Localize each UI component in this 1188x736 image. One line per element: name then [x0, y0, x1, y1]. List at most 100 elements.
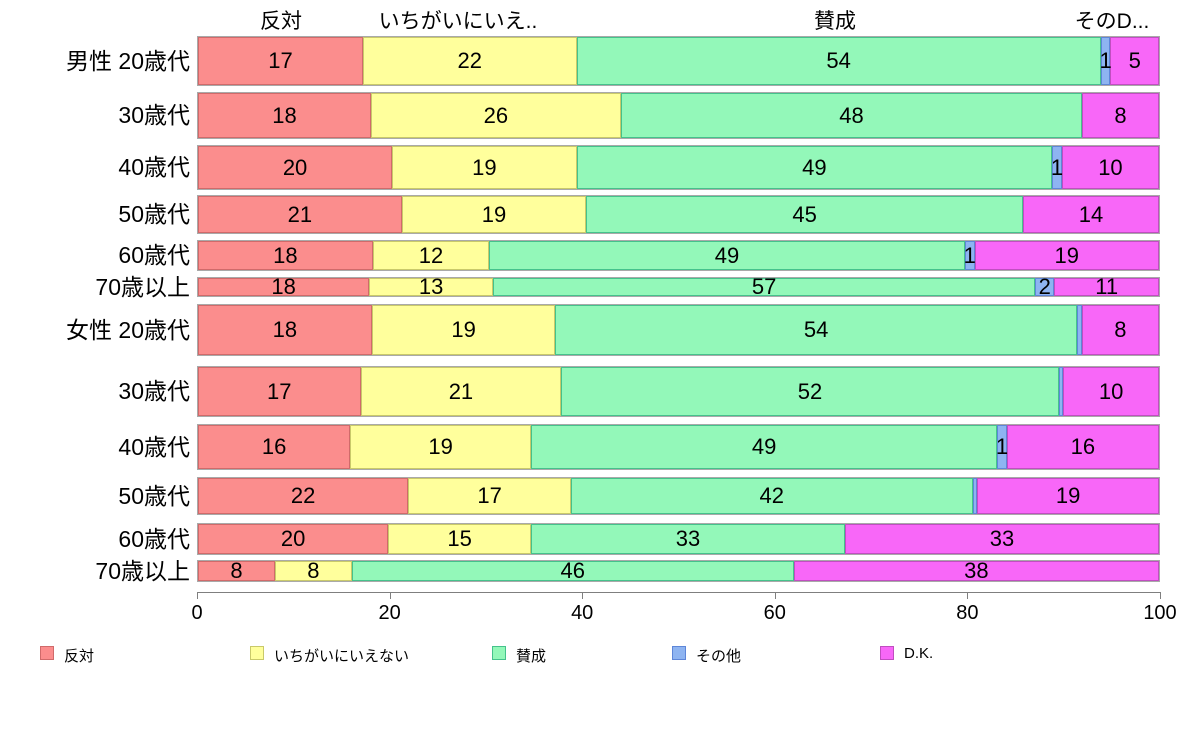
bar-value-label: 49 [802, 154, 827, 180]
bar-row-2: 20 19 49 1 10 [197, 145, 1160, 190]
bar-value-label: 17 [267, 378, 292, 404]
bar-segment-sansei: 33 [531, 524, 845, 554]
x-axis-line [197, 592, 1160, 593]
bar-segment-hantai: 18 [198, 93, 371, 138]
legend-swatch-sansei [492, 646, 506, 660]
bar-value-label: 19 [1055, 483, 1081, 508]
bar-row-8: 16 19 49 1 16 [197, 424, 1160, 470]
x-axis-tick-label: 60 [763, 602, 786, 624]
legend-label-sonota: その他 [696, 648, 742, 665]
row-label: 30歳代 [118, 102, 190, 128]
x-axis-tick-label: 40 [571, 602, 594, 624]
bar-segment-ichigai: 19 [371, 305, 556, 355]
bar-value-label: 1 [995, 434, 1009, 459]
bar-value-label: 18 [272, 102, 297, 128]
bar-value-label: 18 [273, 242, 298, 268]
bar-segment-hantai: 20 [198, 146, 393, 189]
bar-value-label: 17 [268, 48, 293, 73]
bar-value-label: 49 [714, 242, 740, 268]
bar-segment-ichigai: 19 [392, 146, 577, 189]
bar-value-label: 42 [759, 483, 784, 508]
bar-value-label: 33 [989, 526, 1015, 551]
bar-segment-sansei: 48 [620, 93, 1083, 138]
x-axis-tick [967, 592, 969, 599]
bar-value-label: 12 [418, 242, 444, 268]
row-label: 50歳代 [118, 201, 190, 227]
bar-value-label: 1 [963, 242, 976, 268]
bar-segment-sonota [1058, 367, 1064, 416]
bar-segment-sonota: 1 [1099, 37, 1112, 85]
bar-segment-ichigai: 22 [363, 37, 577, 85]
bar-value-label: 19 [472, 154, 497, 180]
bar-segment-sansei: 49 [531, 425, 998, 469]
row-label: 40歳代 [118, 434, 190, 460]
bar-segment-dk: 19 [974, 241, 1159, 270]
column-header-1: いちがいにいえ.. [378, 10, 538, 33]
x-axis-tick [1160, 592, 1161, 599]
bar-value-label: 20 [282, 154, 308, 180]
bar-segment-hantai: 17 [198, 367, 361, 416]
legend-label-sansei: 賛成 [516, 648, 547, 665]
row-label: 60歳代 [118, 526, 190, 552]
bar-value-label: 45 [792, 201, 817, 227]
bar-segment-hantai: 18 [198, 274, 370, 299]
legend-swatch-hantai [40, 646, 54, 660]
bar-segment-hantai: 20 [198, 524, 389, 554]
row-label: 女性 20歳代 [66, 317, 190, 343]
bar-row-5: 18 13 57 2 11 [197, 274, 1160, 299]
bar-segment-ichigai: 12 [372, 241, 490, 270]
bar-segment-sonota [972, 478, 978, 514]
bar-value-label: 1 [1050, 154, 1064, 180]
bar-value-label: 14 [1078, 201, 1104, 227]
bar-segment-ichigai: 8 [274, 558, 352, 583]
bar-value-label: 33 [675, 526, 701, 551]
bar-row-9: 22 17 42 19 [197, 477, 1160, 515]
x-axis-tick [582, 592, 584, 599]
bar-segment-hantai: 22 [198, 478, 409, 514]
bar-segment-dk: 8 [1082, 93, 1159, 138]
bar-segment-sansei: 54 [576, 37, 1101, 85]
bar-value-label: 5 [1128, 48, 1141, 73]
legend-label-dk: D.K. [904, 645, 934, 662]
bar-value-label: 15 [447, 526, 472, 551]
bar-value-label: 22 [290, 483, 316, 508]
x-axis-tick-label: 100 [1143, 602, 1177, 624]
bar-value-label: 26 [483, 102, 509, 128]
bar-value-label: 8 [1114, 317, 1127, 342]
bar-value-label: 1 [1099, 48, 1112, 73]
bar-value-label: 16 [261, 434, 287, 459]
legend-swatch-ichigai [250, 646, 264, 660]
bar-segment-dk: 38 [793, 558, 1159, 583]
bar-segment-sansei: 49 [489, 241, 965, 270]
bar-segment-dk: 19 [977, 478, 1159, 514]
bar-row-11: 8 8 46 38 [197, 558, 1160, 583]
bar-row-10: 20 15 33 33 [197, 523, 1160, 555]
bar-row-6: 18 19 54 8 [197, 304, 1160, 356]
bar-segment-hantai: 18 [198, 305, 372, 355]
bar-segment-dk: 5 [1110, 37, 1159, 85]
bar-value-label: 19 [481, 201, 507, 227]
bar-value-label: 49 [751, 434, 777, 459]
column-header-3: そのD... [1074, 10, 1150, 33]
bar-value-label: 48 [839, 102, 864, 128]
row-label: 50歳代 [118, 483, 190, 509]
legend-label-hantai: 反対 [64, 648, 95, 665]
bar-segment-hantai: 17 [198, 37, 364, 85]
bar-value-label: 52 [797, 378, 823, 404]
row-label: 70歳以上 [95, 558, 190, 584]
bar-segment-dk: 16 [1006, 425, 1159, 469]
bar-segment-sonota [1076, 305, 1082, 355]
bar-row-4: 18 12 49 1 19 [197, 240, 1160, 271]
bar-value-label: 19 [1054, 242, 1079, 268]
bar-segment-sansei: 54 [555, 305, 1077, 355]
row-label: 40歳代 [118, 154, 190, 180]
bar-segment-hantai: 18 [198, 241, 373, 270]
bar-value-label: 18 [272, 317, 298, 342]
bar-value-label: 13 [418, 274, 444, 299]
bar-value-label: 54 [803, 317, 829, 342]
bar-segment-hantai: 8 [198, 558, 275, 583]
bar-segment-ichigai: 17 [408, 478, 571, 514]
x-axis-tick-label: 80 [956, 602, 979, 624]
bar-row-7: 17 21 52 10 [197, 366, 1160, 417]
